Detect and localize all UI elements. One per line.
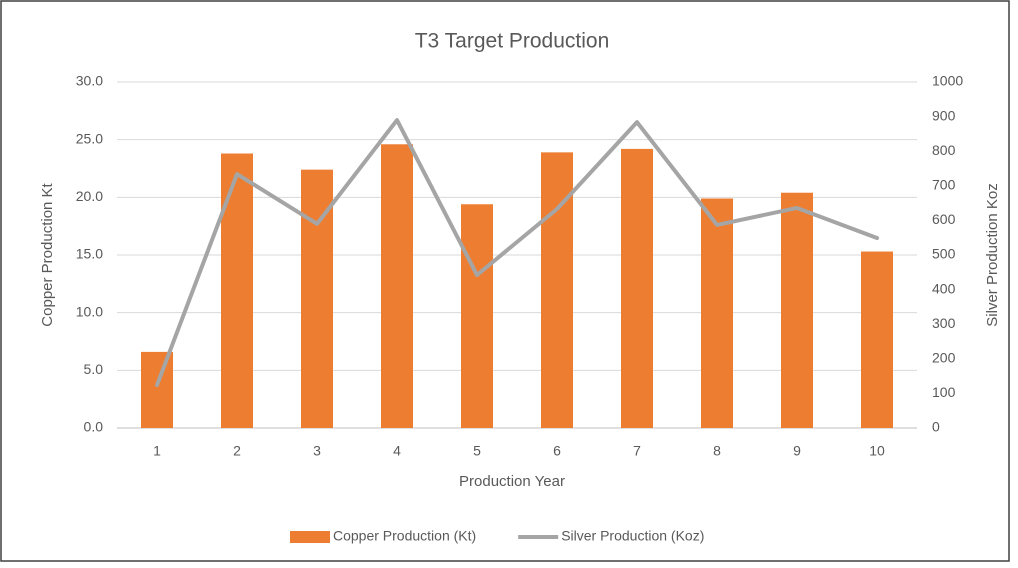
- legend-label: Silver Production (Koz): [561, 528, 704, 544]
- x-tick-label: 5: [473, 443, 481, 459]
- x-tick-label: 1: [153, 443, 161, 459]
- y-tick-label: 30.0: [76, 73, 103, 89]
- x-tick-label: 9: [793, 443, 801, 459]
- bar: [141, 351, 173, 428]
- y2-tick-label: 100: [932, 384, 956, 400]
- y2-axis-title: Silver Production Koz: [984, 183, 1001, 326]
- y-tick-label: 0.0: [84, 419, 104, 435]
- y-tick-label: 25.0: [76, 130, 103, 146]
- x-tick-label: 3: [313, 443, 321, 459]
- x-tick-label: 2: [233, 443, 241, 459]
- x-tick-label: 6: [553, 443, 561, 459]
- bar: [221, 153, 253, 429]
- y-tick-label: 5.0: [84, 361, 104, 377]
- y2-tick-label: 700: [932, 177, 956, 193]
- y-axis-title: Copper Production Kt: [39, 182, 56, 326]
- y2-tick-label: 400: [932, 280, 956, 296]
- y2-tick-label: 500: [932, 246, 956, 262]
- x-tick-label: 7: [633, 443, 641, 459]
- bar: [781, 192, 813, 428]
- y2-tick-label: 0: [932, 419, 940, 435]
- y2-tick-label: 800: [932, 142, 956, 158]
- y-tick-label: 15.0: [76, 246, 103, 262]
- bar: [701, 198, 733, 428]
- bar: [461, 204, 493, 428]
- x-tick-label: 8: [713, 443, 721, 459]
- y2-tick-label: 300: [932, 315, 956, 331]
- bar: [861, 251, 893, 428]
- x-axis-title: Production Year: [459, 473, 565, 490]
- bar: [541, 152, 573, 428]
- y2-tick-label: 600: [932, 211, 956, 227]
- y2-tick-label: 200: [932, 350, 956, 366]
- bar: [621, 148, 653, 429]
- x-tick-label: 10: [869, 443, 885, 459]
- y-tick-label: 20.0: [76, 188, 103, 204]
- line: [155, 118, 879, 388]
- y2-tick-label: 1000: [932, 73, 963, 89]
- chart-title: T3 Target Production: [415, 30, 610, 53]
- y2-tick-label: 900: [932, 107, 956, 123]
- y-tick-label: 10.0: [76, 303, 103, 319]
- x-tick-label: 4: [393, 443, 401, 459]
- legend-swatch: [290, 531, 330, 543]
- legend-label: Copper Production (Kt): [333, 528, 476, 544]
- bar: [381, 144, 413, 428]
